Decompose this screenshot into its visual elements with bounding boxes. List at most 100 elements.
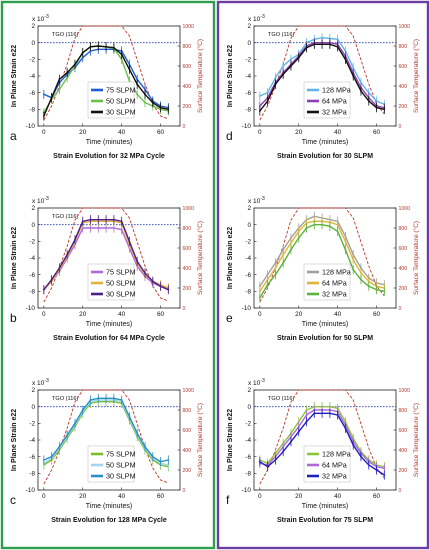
series-30-slpm <box>42 215 170 295</box>
y-tick-label: 0 <box>247 222 251 229</box>
data-point <box>81 227 84 229</box>
data-point <box>360 272 362 274</box>
y2-tick-label: 0 <box>183 124 186 130</box>
data-point <box>112 46 115 49</box>
data-point <box>352 258 355 261</box>
data-point <box>282 248 285 251</box>
x-tick-label: 0 <box>42 493 46 500</box>
data-point <box>321 412 323 415</box>
exponent-label: x 10-3 <box>248 14 265 23</box>
y-tick-label: 2 <box>31 205 35 212</box>
y-tick-label: -10 <box>242 487 252 494</box>
data-point <box>290 58 292 61</box>
data-point <box>367 285 370 288</box>
y2-tick-label: 200 <box>183 468 192 474</box>
data-point <box>136 260 139 263</box>
chart-title: Strain Evolution for 75 SLPM <box>277 517 373 524</box>
legend: 128 MPa 64 MPa 32 MPa <box>303 445 351 483</box>
y-tick-label: -4 <box>245 73 251 80</box>
legend-label: 32 MPa <box>322 108 347 117</box>
y2-tick-label: 0 <box>399 488 402 494</box>
data-point <box>344 58 347 61</box>
y2-axis-label: Surface Temperature (°C) <box>412 221 420 295</box>
y-tick-label: -6 <box>29 272 35 279</box>
y2-tick-label: 1000 <box>399 388 411 394</box>
exponent-sup: -3 <box>260 378 265 384</box>
legend-label: 50 SLPM <box>106 97 136 106</box>
data-point <box>144 445 146 448</box>
y-tick-label: -6 <box>29 90 35 97</box>
data-point <box>274 76 277 79</box>
data-point <box>266 100 269 102</box>
reference-label: TGO (116) <box>268 32 294 38</box>
data-point <box>305 414 308 416</box>
data-point <box>313 43 316 46</box>
data-point <box>144 272 146 274</box>
legend: 128 MPa 64 MPa 32 MPa <box>303 81 351 119</box>
y-tick-label: -4 <box>245 437 251 444</box>
data-point <box>383 467 386 470</box>
reference-label: TGO (116) <box>52 214 78 220</box>
data-point <box>375 288 378 291</box>
data-point <box>290 440 292 443</box>
y-tick-label: -8 <box>245 471 251 478</box>
y2-axis-label: Surface Temperature (°C) <box>196 221 204 295</box>
data-point <box>89 399 92 401</box>
x-tick-label: 0 <box>258 129 262 136</box>
data-point <box>105 397 107 400</box>
exponent-sup: -3 <box>260 14 265 20</box>
data-point <box>159 460 162 463</box>
y2-tick-label: 200 <box>183 104 192 110</box>
y-tick-label: 2 <box>31 23 35 30</box>
x-tick-label: 40 <box>118 129 126 136</box>
data-point <box>266 278 269 281</box>
data-point <box>151 455 154 458</box>
data-point <box>66 434 69 436</box>
data-point <box>274 273 277 276</box>
data-point <box>305 46 308 49</box>
x-tick-label: 60 <box>373 311 381 318</box>
y2-tick-label: 800 <box>183 408 192 414</box>
panel-label: e <box>226 311 233 325</box>
legend-label: 32 MPa <box>322 290 347 299</box>
legend-label: 128 MPa <box>322 450 351 459</box>
legend-label: 64 MPa <box>322 279 347 288</box>
data-point <box>167 108 170 111</box>
y-tick-label: -2 <box>245 239 251 246</box>
data-point <box>128 240 131 243</box>
y2-tick-label: 200 <box>183 286 192 292</box>
panel-label: d <box>226 129 233 143</box>
data-point <box>81 51 84 54</box>
data-point <box>89 218 92 221</box>
data-point <box>352 268 355 271</box>
y2-tick-label: 0 <box>183 306 186 312</box>
data-point <box>89 227 92 229</box>
x-tick-label: 20 <box>79 129 87 136</box>
y-tick-label: -10 <box>242 305 252 312</box>
data-point <box>321 43 323 46</box>
temperature-line <box>259 389 385 485</box>
data-point <box>50 455 53 458</box>
exponent-label: x 10-3 <box>32 14 49 23</box>
data-point <box>274 262 277 264</box>
y2-tick-label: 1000 <box>183 24 195 30</box>
data-point <box>297 420 300 423</box>
series-30-slpm <box>42 393 170 467</box>
data-point <box>336 414 339 416</box>
data-point <box>282 253 285 256</box>
data-point <box>266 465 269 468</box>
data-point <box>120 228 123 231</box>
data-point <box>151 101 154 104</box>
data-point <box>313 215 316 218</box>
x-tick-label: 0 <box>258 311 262 318</box>
series-32-mpa <box>258 220 386 303</box>
y-tick-label: -2 <box>29 57 35 64</box>
y2-axis-label: Surface Temperature (°C) <box>196 39 204 113</box>
data-point <box>274 83 277 86</box>
reference-label: TGO (116) <box>268 396 294 402</box>
y-tick-label: 2 <box>247 387 251 394</box>
data-point <box>360 90 362 92</box>
data-point <box>297 230 300 233</box>
data-point <box>305 409 308 411</box>
